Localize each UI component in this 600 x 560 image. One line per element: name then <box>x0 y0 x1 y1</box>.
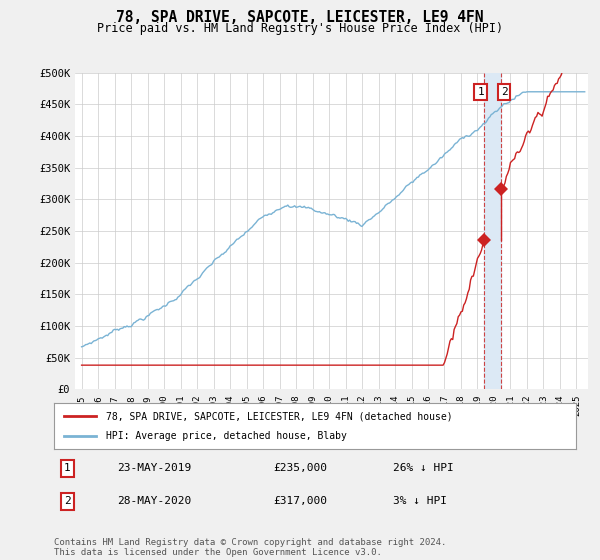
Text: 2: 2 <box>64 497 70 506</box>
Text: 23-MAY-2019: 23-MAY-2019 <box>116 464 191 473</box>
Text: 26% ↓ HPI: 26% ↓ HPI <box>394 464 454 473</box>
Text: Contains HM Land Registry data © Crown copyright and database right 2024.
This d: Contains HM Land Registry data © Crown c… <box>54 538 446 557</box>
Text: 2: 2 <box>500 87 508 97</box>
Text: HPI: Average price, detached house, Blaby: HPI: Average price, detached house, Blab… <box>106 431 347 441</box>
Text: 3% ↓ HPI: 3% ↓ HPI <box>394 497 448 506</box>
Bar <box>484 73 501 389</box>
Text: Price paid vs. HM Land Registry's House Price Index (HPI): Price paid vs. HM Land Registry's House … <box>97 22 503 35</box>
Text: 28-MAY-2020: 28-MAY-2020 <box>116 497 191 506</box>
Text: 1: 1 <box>64 464 70 473</box>
Text: £235,000: £235,000 <box>273 464 327 473</box>
Text: 78, SPA DRIVE, SAPCOTE, LEICESTER, LE9 4FN (detached house): 78, SPA DRIVE, SAPCOTE, LEICESTER, LE9 4… <box>106 411 453 421</box>
Text: 78, SPA DRIVE, SAPCOTE, LEICESTER, LE9 4FN: 78, SPA DRIVE, SAPCOTE, LEICESTER, LE9 4… <box>116 10 484 25</box>
Text: £317,000: £317,000 <box>273 497 327 506</box>
Text: 1: 1 <box>477 87 484 97</box>
